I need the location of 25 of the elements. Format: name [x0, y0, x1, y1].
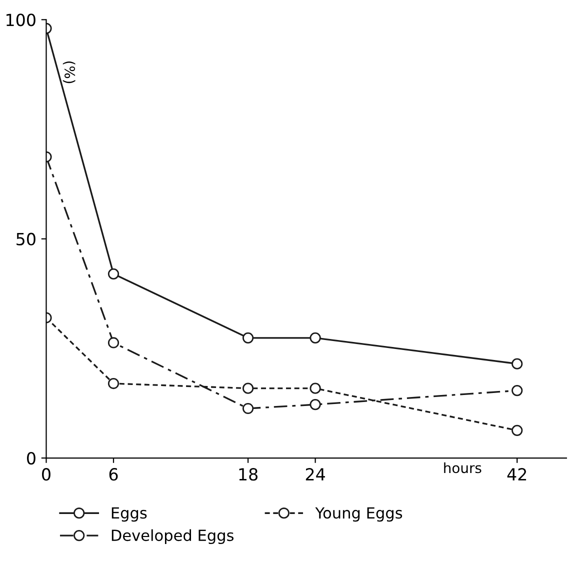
point [512, 424, 523, 436]
y-axis-title: (%) [62, 61, 76, 84]
point [310, 332, 321, 344]
point [242, 402, 254, 414]
legend-label: Young Eggs [315, 507, 402, 522]
point [242, 332, 254, 344]
point [108, 337, 120, 348]
point [310, 382, 321, 394]
point [242, 382, 254, 394]
x-tick-label: 0 [42, 468, 50, 481]
point [310, 398, 321, 410]
x-tick-label: 18 [239, 468, 258, 481]
y-tick-label: 50 [16, 232, 36, 246]
x-tick-label: 6 [109, 468, 118, 481]
x-tick-label: 24 [306, 468, 325, 480]
point [108, 268, 120, 280]
point [512, 358, 523, 370]
y-tick-label: 100 [6, 14, 36, 26]
point [512, 384, 523, 396]
x-tick-label: 42 [507, 468, 526, 480]
legend-label: Developed Eggs [112, 529, 234, 544]
point [108, 378, 120, 390]
x-axis-title: hours [444, 462, 482, 474]
legend-label: Eggs [112, 507, 147, 522]
y-tick-label: 0 [27, 452, 36, 465]
